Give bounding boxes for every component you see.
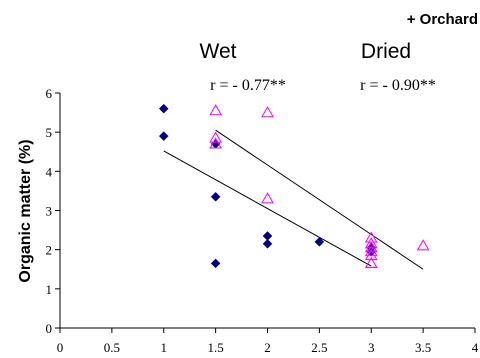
data-point-wet (210, 258, 221, 269)
data-point-wet (262, 238, 273, 249)
trendline-wet (163, 150, 372, 267)
data-point-dried (364, 237, 378, 249)
data-point-wet (158, 131, 169, 141)
series-label-dried: Dried (361, 40, 411, 63)
y-tick-label: 1 (46, 282, 53, 297)
data-point-dried (416, 239, 430, 251)
data-point-dried (364, 245, 378, 257)
x-tick-label: 3.5 (415, 340, 431, 355)
data-point-wet (158, 103, 169, 114)
axes: 0 1 2 3 4 5 6 0 0.5 1 1.5 2 2.5 3 3.5 4 (46, 86, 479, 355)
correlation-label-dried: r = - 0.90** (360, 77, 436, 94)
trendlines (163, 129, 424, 270)
y-tick-label: 4 (46, 164, 53, 179)
data-point-dried (209, 104, 222, 116)
x-tick-label: 4 (472, 340, 479, 355)
y-tick-label: 2 (46, 243, 53, 258)
x-tick-label: 2.5 (311, 340, 327, 355)
series-label-wet: Wet (200, 40, 237, 63)
x-tick-label: 0 (57, 340, 64, 355)
y-axis-label: Organic matter (%) (17, 139, 34, 282)
y-tick-label: 5 (46, 125, 53, 140)
data-point-wet (314, 236, 325, 247)
y-tick-label: 0 (46, 321, 53, 336)
x-tick-label: 2 (264, 340, 271, 355)
x-tick-label: 1.5 (208, 340, 224, 355)
chart-title: + Orchard (407, 11, 478, 28)
data-point-wet (210, 191, 221, 202)
x-tick-label: 1 (161, 340, 168, 355)
data-point-dried (209, 137, 222, 149)
data-point-dried (364, 256, 378, 268)
y-tick-label: 3 (46, 204, 53, 219)
trendline-dried (215, 129, 424, 270)
data-point-dried (261, 192, 274, 204)
data-point-dried (364, 241, 378, 253)
data-points (158, 103, 430, 269)
data-point-dried (209, 131, 222, 143)
y-tick-label: 6 (46, 86, 53, 101)
correlation-label-wet: r = - 0.77** (210, 77, 286, 94)
x-tick-label: 0.5 (104, 340, 120, 355)
data-point-dried (261, 106, 274, 118)
data-point-dried (364, 249, 378, 261)
x-tick-label: 3 (368, 340, 375, 355)
